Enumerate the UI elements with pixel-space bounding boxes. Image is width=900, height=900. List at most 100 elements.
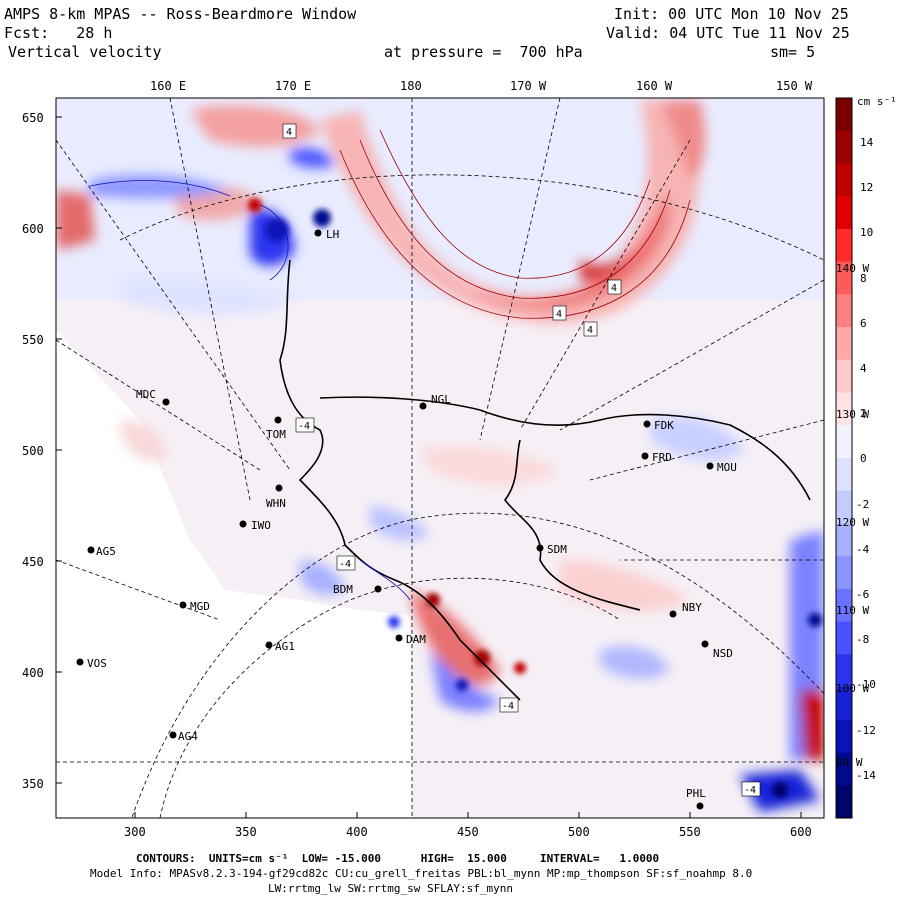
valid-time: Valid: 04 UTC Tue 11 Nov 25 (606, 24, 850, 42)
contour-label: 4 (556, 309, 562, 320)
colorbar-swatch (836, 130, 852, 164)
x-tick-label: 600 (790, 825, 812, 839)
colorbar-label: 12 (860, 181, 874, 195)
contour-label-group: 4 4 4 4 -4 -4 -4 -4 (282, 123, 761, 797)
colorbar-swatch (836, 294, 852, 328)
station-label-nby: NBY (682, 601, 702, 614)
lon-label-140w: 140 W (836, 262, 870, 275)
colorbar-swatch (836, 687, 852, 721)
station-label-ag5: AG5 (96, 545, 116, 558)
station-dot-ag5 (87, 546, 95, 554)
colorbar-swatch (836, 98, 852, 132)
y-tick-label: 450 (22, 555, 44, 569)
colorbar-label: -2 (856, 497, 870, 511)
station-label-vos: VOS (87, 657, 107, 670)
y-tick-label: 600 (22, 222, 44, 236)
station-label-ag4: AG4 (178, 730, 198, 743)
contour-label: 4 (286, 127, 292, 138)
colorbar-label: 0 (860, 452, 867, 466)
station-dot-mou (706, 462, 714, 470)
lon-label-180: 180 (400, 79, 422, 93)
x-tick-label: 300 (124, 825, 146, 839)
station-dot-frd (641, 452, 649, 460)
station-label-nsd: NSD (713, 647, 733, 660)
x-tick-label: 550 (679, 825, 701, 839)
lon-label-130w: 130 W (836, 408, 870, 421)
station-dot-mdc (162, 398, 170, 406)
station-markers (76, 229, 714, 810)
station-dot-sdm (536, 544, 544, 552)
colorbar-swatch (836, 752, 852, 786)
colorbar (835, 97, 853, 819)
lon-label-90w: 90 W (836, 756, 863, 769)
colorbar-swatch (836, 490, 852, 524)
latlon-grid (56, 98, 824, 818)
contour-label: 4 (587, 325, 593, 336)
station-dot-ngl (419, 402, 427, 410)
colorbar-swatch (836, 588, 852, 623)
colorbar-swatch (836, 196, 852, 230)
colorbar-label: 4 (860, 362, 867, 375)
colorbar-swatch (836, 163, 852, 197)
pressure-level: at pressure = 700 hPa (384, 43, 583, 61)
station-label-iwo: IWO (251, 519, 271, 532)
contour-label: -4 (339, 559, 351, 570)
contour-label: -4 (744, 785, 756, 796)
station-dot-fdk (643, 420, 651, 428)
station-dot-nsd (701, 640, 709, 648)
axis-ticks (56, 116, 802, 818)
colorbar-swatch (836, 392, 852, 426)
y-tick-label: 650 (22, 111, 44, 125)
colorbar-swatch (836, 654, 852, 688)
colorbar-swatch (836, 719, 852, 754)
x-tick-label: 400 (346, 825, 368, 839)
station-label-lh: LH (326, 228, 340, 241)
station-dot-ag4 (169, 731, 177, 739)
colorbar-label: 10 (860, 226, 874, 240)
lon-label-120w: 120 W (836, 516, 870, 529)
lon-label-150w: 150 W (776, 79, 813, 93)
colorbar-label: 2 (860, 407, 867, 421)
station-dot-iwo (239, 520, 247, 528)
lon-label-160e: 160 E (150, 79, 187, 93)
colorbar-label: 6 (860, 316, 867, 330)
station-dot-phl (696, 802, 704, 810)
colorbar-swatch (836, 785, 852, 819)
colorbar-label: -4 (856, 542, 870, 556)
contour-lines (89, 129, 691, 601)
lon-label-110w: 110 W (836, 604, 870, 617)
map-frame (55, 97, 825, 819)
y-tick-label: 400 (22, 666, 44, 680)
colorbar-swatch (836, 327, 852, 361)
y-tick-label: 350 (22, 777, 44, 791)
x-tick-label: 500 (568, 825, 590, 839)
colorbar-label: -8 (856, 633, 870, 647)
model-info: Model Info: MPASv8.2.3-194-gf29cd82c CU:… (90, 867, 753, 880)
x-tick-label: 450 (457, 825, 479, 839)
colorbar-swatch (836, 228, 852, 263)
station-dot-ag1 (265, 641, 273, 649)
station-dot-whn (275, 484, 283, 492)
contour-info: CONTOURS: UNITS=cm s⁻¹ LOW= -15.000 HIGH… (136, 852, 660, 865)
colorbar-swatch (836, 556, 852, 590)
station-label-mdc: MDC (136, 388, 156, 401)
colorbar-swatch (836, 523, 852, 557)
lon-label-100w: 100 W (836, 682, 870, 695)
lon-label-170e: 170 E (275, 79, 312, 93)
colorbar-swatch (836, 359, 852, 394)
station-label-sdm: SDM (547, 543, 567, 556)
colorbar-border (835, 97, 853, 819)
colorbar-swatch (836, 458, 852, 492)
colorbar-label: -10 (856, 678, 876, 692)
colorbar-swatch (836, 425, 852, 459)
vertical-velocity-field: 4 4 4 4 -4 -4 -4 -4 (56, 98, 824, 818)
station-dot-tom (274, 416, 282, 424)
y-tick-label: 500 (22, 444, 44, 458)
station-label-ag1: AG1 (275, 640, 295, 653)
map-title: AMPS 8-km MPAS -- Ross-Beardmore Window (4, 5, 357, 23)
station-dot-dam (395, 634, 403, 642)
station-label-whn: WHN (266, 497, 286, 510)
station-label-dam: DAM (406, 633, 426, 646)
x-tick-label: 350 (235, 825, 257, 839)
